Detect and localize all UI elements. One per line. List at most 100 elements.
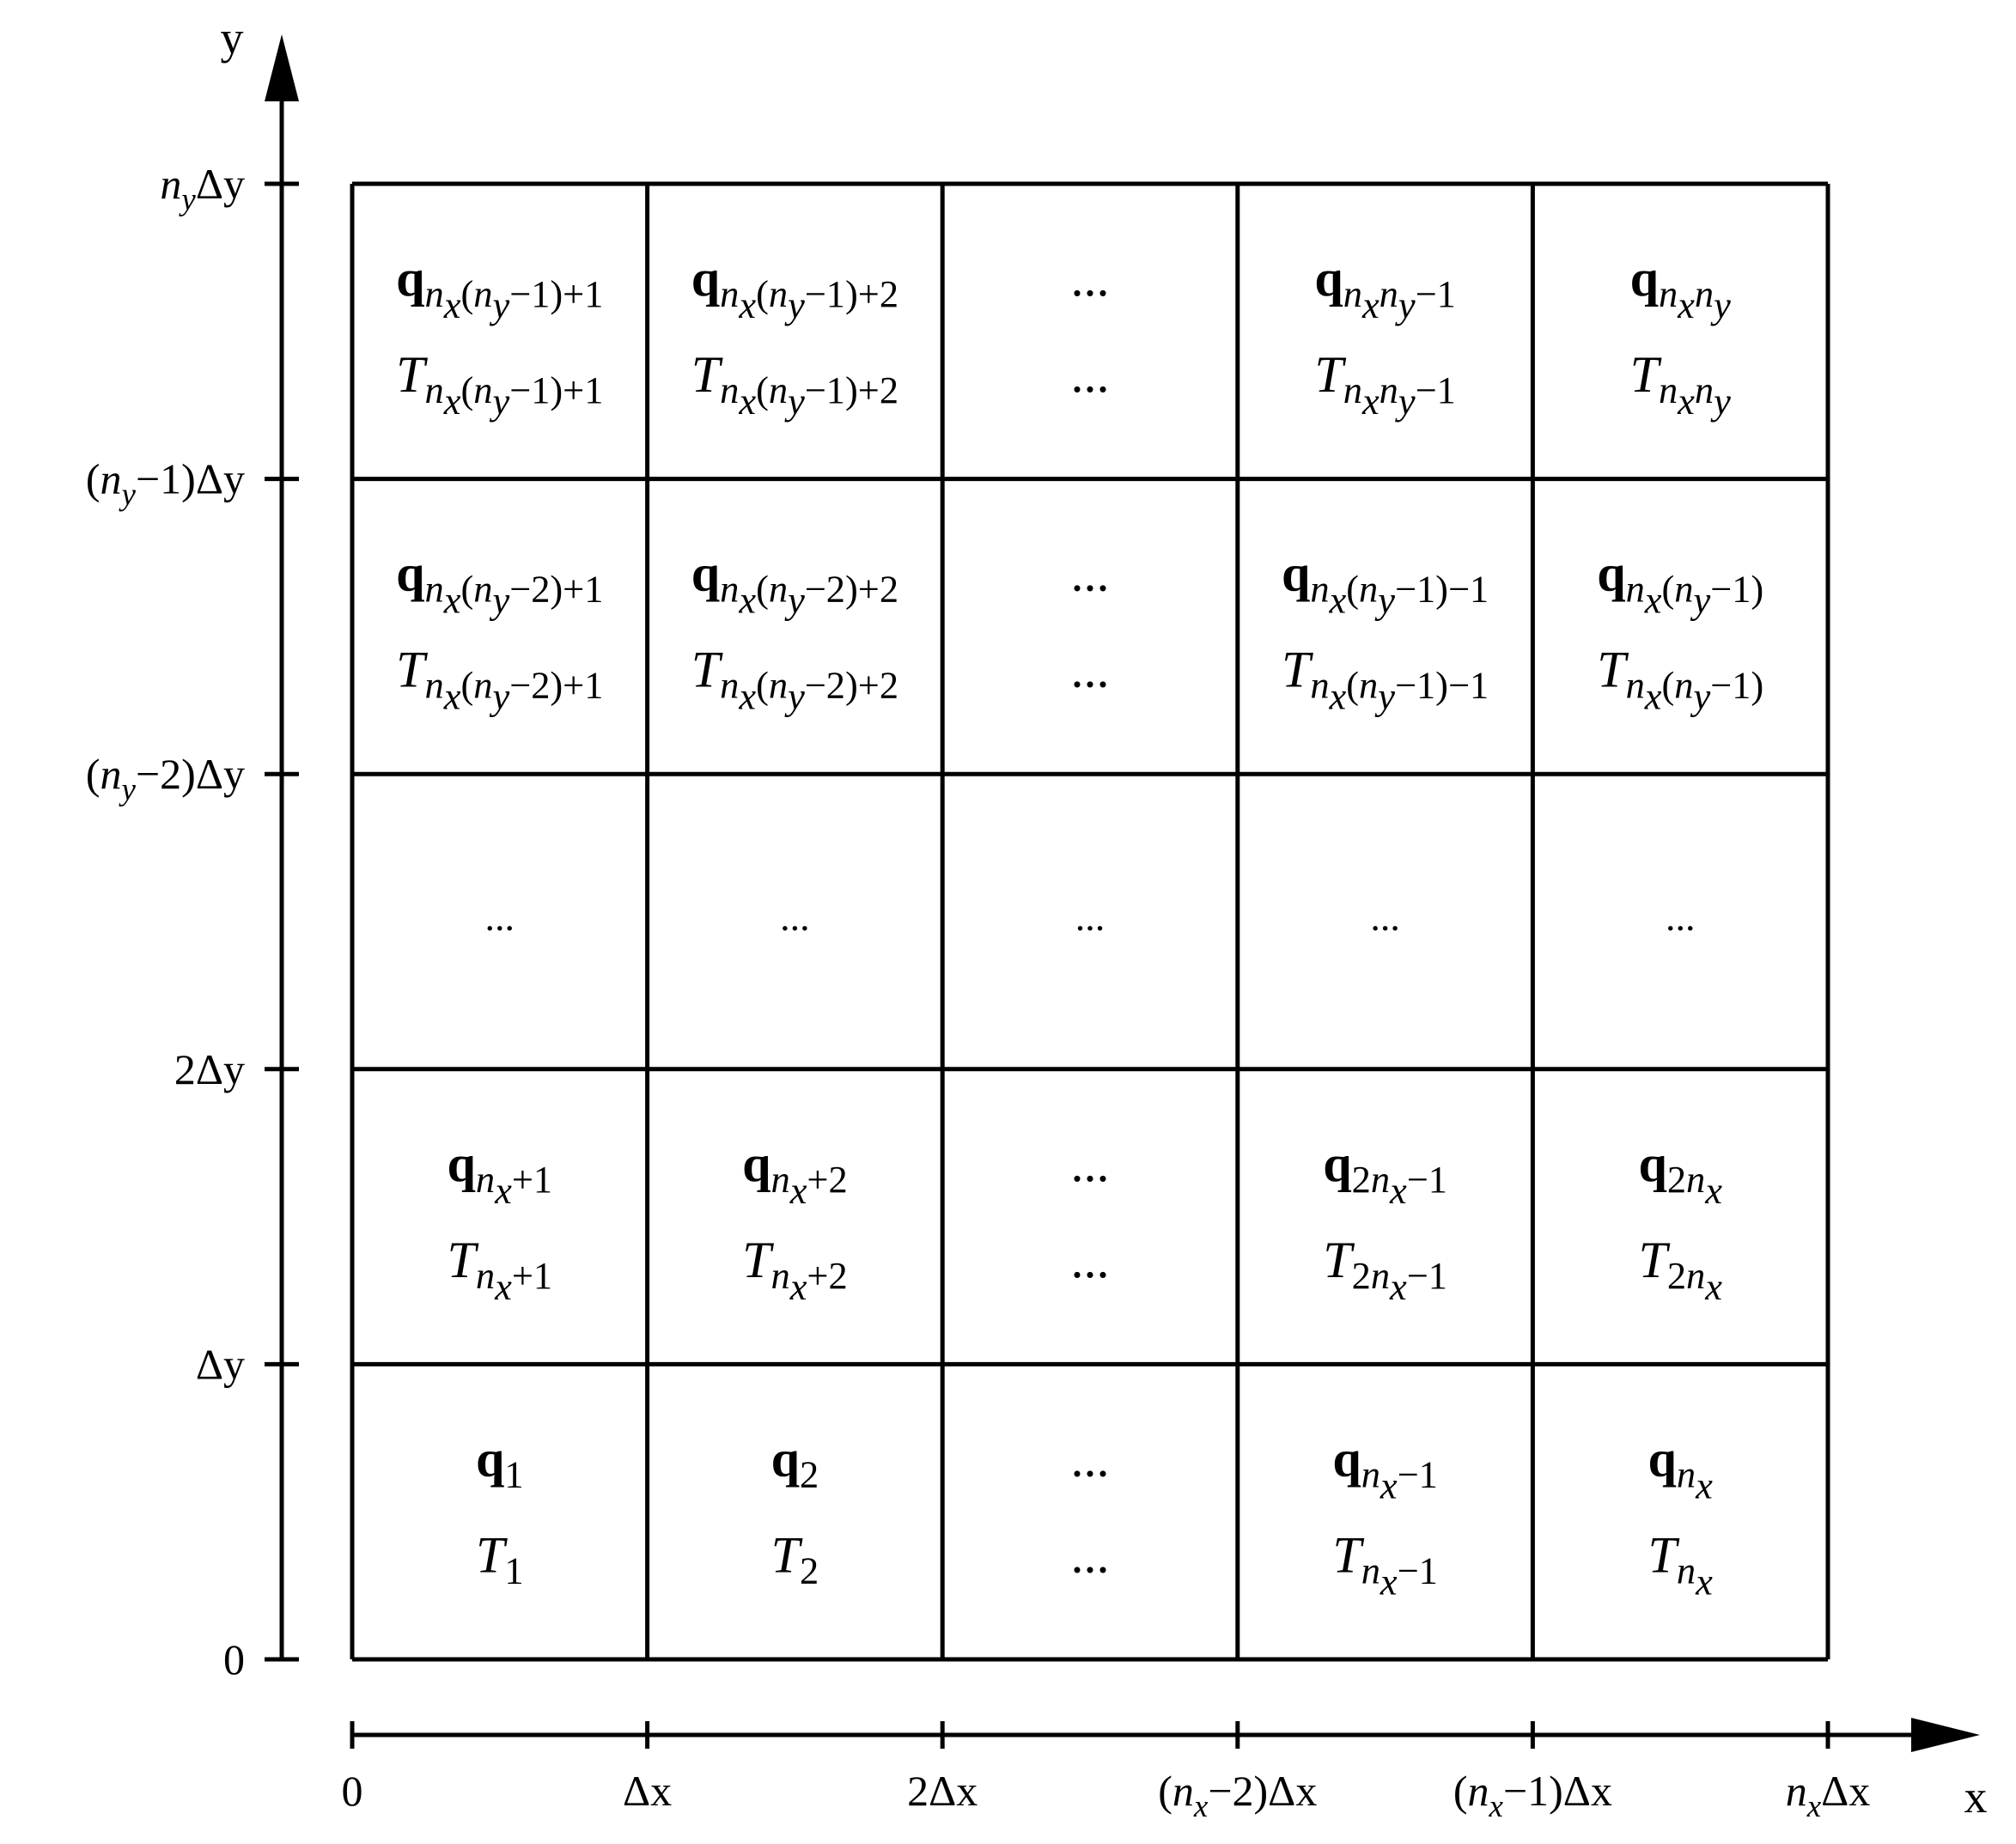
cell-t-label: ... <box>1071 1232 1110 1288</box>
cell-q-label-part: q <box>742 1135 770 1192</box>
cell-q-label-part: n <box>425 272 444 315</box>
grid-cells: q1T1q2T2......qnx−1Tnx−1qnxTnxqnx+1Tnx+1… <box>396 250 1763 1603</box>
y-tick-label-part: ( <box>86 455 100 503</box>
cell-t-label: Tnx+1 <box>448 1232 553 1308</box>
grid-lines <box>350 181 1830 1662</box>
cell-q-label-part: q <box>691 545 720 602</box>
cell-q-label: qnx(ny−2)+2 <box>691 545 898 622</box>
cell-t-label-part: x <box>789 1265 807 1308</box>
cell-q-label: ... <box>1071 1430 1110 1487</box>
cell-t-label-part: −1 <box>1416 368 1456 411</box>
cell-q-label: qnx+1 <box>448 1135 553 1212</box>
cell-q-label: qnx(ny−2)+1 <box>396 545 603 622</box>
cell-t-label-part: +2 <box>807 1254 847 1297</box>
cell-q-label-part: −1)−1 <box>1395 568 1489 611</box>
cell-t-label-part: n <box>1626 664 1645 707</box>
cell-q-label-part: x <box>443 579 461 622</box>
cell-ellipsis: ... <box>780 895 810 939</box>
cell-t-label: Tnx(ny−1) <box>1597 642 1763 718</box>
cell-q-label-part: x <box>1389 1169 1407 1212</box>
cell-q-label-part: ( <box>756 568 769 611</box>
cell-t-label-part: x <box>1389 1265 1407 1308</box>
y-tick-label-part: n <box>160 160 181 208</box>
x-tick-label-part: −2)Δx <box>1208 1767 1317 1815</box>
cell-t-label-part: n <box>769 368 788 411</box>
cell-q-label-part: x <box>443 283 461 326</box>
cell-t-label-part: x <box>1677 380 1695 423</box>
cell-q-label-part: q <box>1332 1430 1361 1487</box>
cell-q-label-part: −1 <box>1416 272 1456 315</box>
cell-t-label-part: T <box>691 642 723 698</box>
cell-t-label-part: −2)+2 <box>805 664 898 707</box>
cell-q-label: ... <box>1071 250 1110 307</box>
y-tick-label-part: −1)Δy <box>136 455 245 503</box>
cell-t-label-part: n <box>1343 368 1362 411</box>
cell-q-label-part: y <box>784 579 805 622</box>
cell-q-label-part: 2 <box>1352 1158 1371 1201</box>
cell-t-label-part: ( <box>756 664 769 707</box>
cell-q-label-part: −1 <box>1407 1158 1447 1201</box>
cell-t-label: Tnx(ny−1)+1 <box>396 346 603 423</box>
cell-t-label: Tnx(ny−2)+2 <box>691 642 898 718</box>
cell-t-label: Tnx <box>1648 1526 1714 1603</box>
cell-t-label-part: T <box>1597 642 1629 698</box>
cell-q-label-part: x <box>1329 579 1347 622</box>
cell-q-label-part: y <box>489 283 509 326</box>
cell-q-label-part: x <box>1380 1464 1398 1506</box>
cell-t-label: ... <box>1071 642 1110 698</box>
x-tick-label-part: Δx <box>1821 1767 1870 1815</box>
x-tick-label-part: x <box>1489 1789 1504 1824</box>
x-tick-label: (nx−2)Δx <box>1158 1767 1317 1824</box>
cell-q-label: qnxny−1 <box>1314 250 1455 326</box>
y-tick-label-part: n <box>100 455 122 503</box>
cell-q-label: q2nx−1 <box>1323 1135 1447 1212</box>
cell-q-label-part: y <box>489 579 509 622</box>
cell-t-label-part: 1 <box>504 1549 523 1591</box>
cell-q-label-part: n <box>1361 1452 1380 1495</box>
x-tick-label: nxΔx <box>1786 1767 1871 1824</box>
cell-q-label-part: ( <box>756 272 769 315</box>
cell-q-label: qnx(ny−1)−1 <box>1282 545 1489 622</box>
cell-q-label: qnx+2 <box>742 1135 848 1212</box>
cell-t-label-part: T <box>476 1526 508 1583</box>
x-tick-label-part: 2Δx <box>907 1767 978 1815</box>
cell-q-label-part: ( <box>1346 568 1359 611</box>
cell-t-label-part: x <box>1644 675 1662 718</box>
cell-t-label: Tnx+2 <box>742 1232 848 1308</box>
y-axis-label: y <box>221 12 244 64</box>
cell-q-label-part: n <box>1695 272 1714 315</box>
cell-t-label-part: n <box>1674 664 1693 707</box>
cell-q-label-part: 2 <box>1667 1158 1686 1201</box>
cell-t-label-part: n <box>1380 368 1398 411</box>
cell-q-label-part: ( <box>460 568 473 611</box>
cell-q-label-part: ... <box>1071 250 1110 307</box>
cell-t-label-part: ... <box>1071 346 1110 403</box>
cell-q-label-part: q <box>1648 1430 1677 1487</box>
y-tick-label: Δy <box>196 1340 245 1388</box>
cell-q-label-part: ... <box>1071 1430 1110 1487</box>
cell-t-label-part: n <box>720 368 739 411</box>
cell-t-label-part: T <box>396 642 428 698</box>
cell-q-label-part: n <box>1380 272 1398 315</box>
cell-q-label-part: n <box>1371 1158 1390 1201</box>
cell-t-label-part: n <box>1686 1254 1705 1297</box>
cell-q-label-part: n <box>769 272 788 315</box>
cell-q-label-part: −1)+2 <box>805 272 898 315</box>
cell-q-label: qnx <box>1648 1430 1714 1506</box>
cell-t-label-part: −2)+1 <box>509 664 603 707</box>
y-tick-label-part: 0 <box>223 1635 245 1683</box>
cell-t-label-part: T <box>448 1232 479 1288</box>
cell-t-label-part: n <box>476 1254 495 1297</box>
cell-q-label-part: x <box>1361 283 1380 326</box>
cell-q-label-part: x <box>738 579 756 622</box>
x-tick-label-part: Δx <box>623 1767 672 1815</box>
cell-t-label-part: ( <box>1346 664 1359 707</box>
cell-q-label-part: n <box>473 568 492 611</box>
y-axis-arrowhead <box>265 34 299 101</box>
cell-q-label-part: x <box>1695 1464 1713 1506</box>
cell-q-label-part: y <box>1395 283 1416 326</box>
cell-t-label-part: x <box>738 675 756 718</box>
cell-q-label-part: −1) <box>1710 568 1763 611</box>
cell-t-label-part: 2 <box>1352 1254 1371 1297</box>
